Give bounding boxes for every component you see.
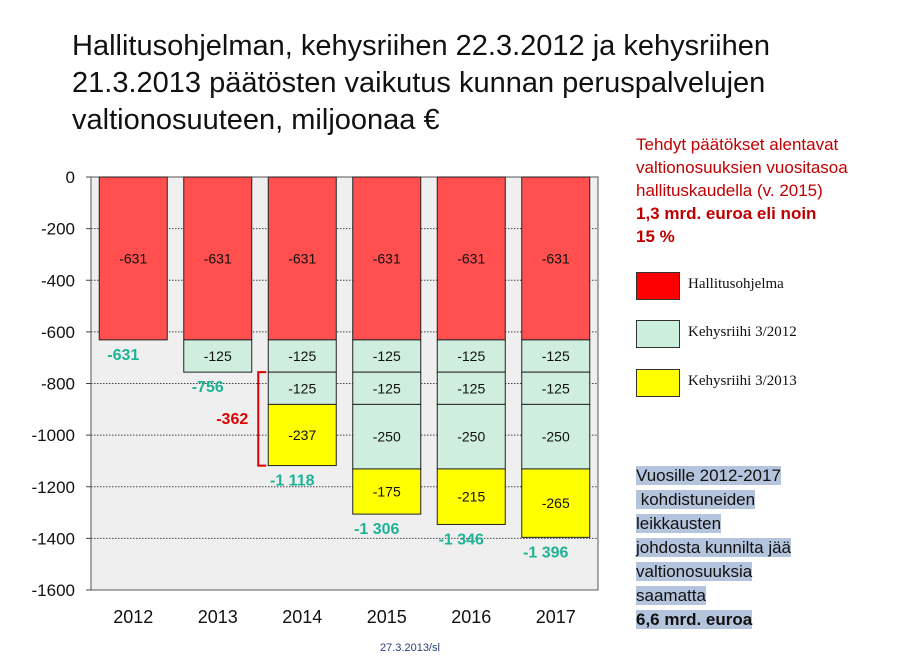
segment-value-label: -125 bbox=[373, 348, 401, 364]
bar-segment-green bbox=[352, 403, 422, 470]
y-tick-label: -1400 bbox=[32, 529, 75, 548]
segment-value-label: -631 bbox=[204, 250, 232, 266]
x-tick-label: 2012 bbox=[113, 607, 153, 627]
segment-value-label: -631 bbox=[373, 250, 401, 266]
total-value-label: -631 bbox=[107, 347, 139, 364]
x-tick-label: 2016 bbox=[451, 607, 491, 627]
segment-value-label: -631 bbox=[119, 250, 147, 266]
summary-line-1: Vuosille 2012-2017 bbox=[636, 466, 781, 485]
x-tick-label: 2017 bbox=[536, 607, 576, 627]
total-value-label: -756 bbox=[192, 379, 224, 396]
note-bold-line-2: 15 % bbox=[636, 227, 675, 246]
decision-note: Tehdyt päätökset alentavat valtionosuuks… bbox=[636, 133, 896, 248]
summary-box: Vuosille 2012-2017 kohdistuneiden leikka… bbox=[636, 464, 886, 632]
summary-line-3: leikkausten bbox=[636, 514, 722, 533]
y-tick-label: -800 bbox=[41, 375, 75, 394]
legend-swatch-yellow bbox=[636, 369, 680, 397]
legend-label: Hallitusohjelma bbox=[688, 276, 784, 292]
segment-value-label: -125 bbox=[457, 348, 485, 364]
segment-value-label: -125 bbox=[457, 380, 485, 396]
bar-segment-green bbox=[521, 371, 591, 405]
summary-line-6: saamatta bbox=[636, 586, 706, 605]
summary-line-4: johdosta kunnilta jää bbox=[636, 538, 792, 557]
bar-segment-green bbox=[436, 339, 506, 373]
bar-segment-yellow bbox=[436, 468, 506, 525]
segment-value-label: -125 bbox=[542, 348, 570, 364]
bar-segment-green bbox=[183, 339, 253, 373]
bar-segment-green bbox=[352, 371, 422, 405]
note-line-1: Tehdyt päätökset alentavat bbox=[636, 135, 839, 154]
bar-segment-red bbox=[267, 176, 337, 341]
legend-label: Kehysriihi 3/2012 bbox=[688, 324, 797, 340]
total-value-label: -1 346 bbox=[439, 531, 484, 548]
bar-segment-green bbox=[267, 371, 337, 405]
x-tick-label: 2015 bbox=[367, 607, 407, 627]
bar-segment-red bbox=[521, 176, 591, 341]
bar-segment-green bbox=[436, 403, 506, 470]
segment-value-label: -250 bbox=[542, 429, 570, 445]
segment-value-label: -631 bbox=[542, 250, 570, 266]
segment-value-label: -250 bbox=[457, 429, 485, 445]
summary-bold-line: 6,6 mrd. euroa bbox=[636, 610, 753, 629]
segment-value-label: -175 bbox=[373, 484, 401, 500]
bar-segment-green bbox=[267, 339, 337, 373]
segment-value-label: -215 bbox=[457, 489, 485, 505]
summary-line-2: kohdistuneiden bbox=[636, 490, 756, 509]
segment-value-label: -125 bbox=[373, 380, 401, 396]
segment-value-label: -265 bbox=[542, 495, 570, 511]
note-line-2: valtionosuuksien vuositasoa bbox=[636, 158, 848, 177]
total-value-label: -1 396 bbox=[523, 544, 568, 561]
y-tick-label: -600 bbox=[41, 323, 75, 342]
bar-segment-green bbox=[436, 371, 506, 405]
note-line-3: hallituskaudella (v. 2015) bbox=[636, 181, 823, 200]
bar-segment-yellow bbox=[267, 403, 337, 467]
segment-value-label: -631 bbox=[288, 250, 316, 266]
legend-swatch-green bbox=[636, 320, 680, 348]
y-tick-label: -200 bbox=[41, 220, 75, 239]
bar-segment-green bbox=[521, 403, 591, 470]
title-line-3: valtionosuuteen, miljoonaa € bbox=[72, 104, 440, 136]
y-tick-label: -400 bbox=[41, 271, 75, 290]
bar-segment-green bbox=[521, 339, 591, 373]
footer-date: 27.3.2013/sl bbox=[380, 642, 440, 654]
x-tick-label: 2013 bbox=[198, 607, 238, 627]
x-tick-label: 2014 bbox=[282, 607, 322, 627]
title-line-2: 21.3.2013 päätösten vaikutus kunnan peru… bbox=[72, 67, 766, 99]
legend-swatch-red bbox=[636, 272, 680, 300]
bar-segment-red bbox=[98, 176, 168, 341]
bar-segment-yellow bbox=[352, 468, 422, 515]
segment-value-label: -125 bbox=[204, 348, 232, 364]
bar-segment-yellow bbox=[521, 468, 591, 538]
segment-value-label: -125 bbox=[288, 380, 316, 396]
total-value-label: -1 306 bbox=[354, 521, 399, 538]
summary-line-5: valtionosuuksia bbox=[636, 562, 753, 581]
note-bold-line-1: 1,3 mrd. euroa eli noin bbox=[636, 204, 817, 223]
y-tick-label: -1000 bbox=[32, 426, 75, 445]
bar-segment-red bbox=[183, 176, 253, 341]
segment-value-label: -125 bbox=[288, 348, 316, 364]
segment-value-label: -125 bbox=[542, 380, 570, 396]
difference-bracket bbox=[257, 371, 267, 467]
y-tick-label: 0 bbox=[66, 168, 75, 187]
y-tick-label: -1200 bbox=[32, 478, 75, 497]
legend-label: Kehysriihi 3/2013 bbox=[688, 373, 797, 389]
segment-value-label: -631 bbox=[457, 250, 485, 266]
segment-value-label: -237 bbox=[288, 427, 316, 443]
title-line-1: Hallitusohjelman, kehysriihen 22.3.2012 … bbox=[72, 30, 771, 62]
page-title: Hallitusohjelman, kehysriihen 22.3.2012 … bbox=[72, 28, 832, 139]
bracket-label: -362 bbox=[216, 411, 248, 428]
y-tick-label: -1600 bbox=[32, 581, 75, 600]
total-value-label: -1 118 bbox=[270, 473, 315, 490]
bar-segment-green bbox=[352, 339, 422, 373]
segment-value-label: -250 bbox=[373, 429, 401, 445]
